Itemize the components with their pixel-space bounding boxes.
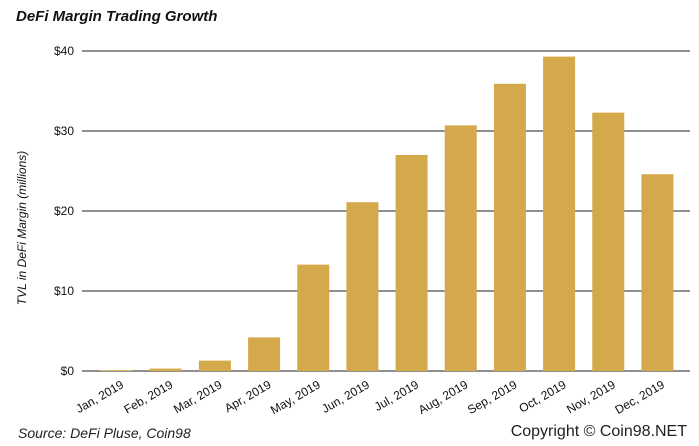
x-tick-label: Apr, 2019 <box>222 377 274 415</box>
bar <box>100 370 133 371</box>
y-tick-label: $0 <box>61 364 75 378</box>
chart-title: DeFi Margin Trading Growth <box>16 8 218 25</box>
bar <box>248 337 281 371</box>
bar <box>149 368 182 371</box>
x-tick-label: Aug, 2019 <box>416 377 471 417</box>
y-tick-label: $40 <box>54 44 74 58</box>
y-tick-label: $20 <box>54 204 74 218</box>
bar <box>592 112 625 371</box>
x-tick-label: May, 2019 <box>268 377 323 417</box>
y-axis-label: TVL in DeFi Margin (millions) <box>15 151 29 305</box>
bar <box>641 174 674 371</box>
bars <box>100 56 674 372</box>
bar <box>543 56 576 371</box>
x-tick-label: Jun, 2019 <box>319 377 372 416</box>
bar <box>198 360 231 371</box>
x-tick-label: Oct, 2019 <box>517 377 569 415</box>
copyright-note: Copyright © Coin98.NET <box>510 423 687 440</box>
x-tick-label: Sep, 2019 <box>465 377 520 417</box>
y-tick-label: $30 <box>54 124 74 138</box>
bar <box>444 125 477 372</box>
y-tick-labels: $0 $10 $20 $30 $40 <box>54 44 74 378</box>
bar <box>395 155 428 371</box>
source-note: Source: DeFi Pluse, Coin98 <box>18 425 191 441</box>
bar <box>493 83 526 372</box>
gridlines <box>82 50 690 372</box>
x-tick-label: Jan, 2019 <box>73 377 126 416</box>
x-tick-label: Jul, 2019 <box>372 377 421 414</box>
x-tick-label: Mar, 2019 <box>171 377 224 416</box>
x-tick-label: Nov, 2019 <box>564 377 618 416</box>
x-tick-label: Dec, 2019 <box>613 377 668 417</box>
y-tick-label: $10 <box>54 284 74 298</box>
x-tick-label: Feb, 2019 <box>121 377 175 416</box>
bar <box>297 264 330 371</box>
bar <box>346 202 379 371</box>
